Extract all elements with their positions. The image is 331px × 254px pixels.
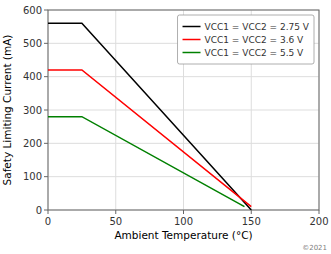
y-grid-line: [48, 110, 319, 111]
y-tick-label: 200: [23, 138, 42, 149]
x-tick: [319, 210, 320, 214]
y-grid-line: [48, 176, 319, 177]
plot-area: [48, 10, 319, 210]
legend: VCC1 = VCC2 = 2.75 V VCC1 = VCC2 = 3.6 V V…: [178, 15, 314, 64]
legend-handle: [183, 52, 201, 54]
x-tick-label: 150: [242, 216, 261, 227]
y-tick: [44, 110, 48, 111]
x-tick: [251, 210, 252, 214]
x-tick: [115, 210, 116, 214]
legend-handle: [183, 26, 201, 28]
x-axis-label: Ambient Temperature (°C): [114, 229, 252, 241]
series-line: [48, 70, 251, 207]
y-tick-label: 600: [23, 5, 42, 16]
y-tick-label: 100: [23, 171, 42, 182]
legend-handle: [183, 39, 201, 41]
x-tick-label: 100: [174, 216, 193, 227]
y-tick-label: 300: [23, 105, 42, 116]
chart: 0 50 100 150 200 0 100 200 300 400 500 600 Ambient T…: [0, 0, 331, 254]
legend-label: VCC1 = VCC2 = 3.6 V: [205, 35, 305, 45]
y-grid-line: [48, 143, 319, 144]
watermark: ©2021: [302, 244, 327, 252]
x-tick-label: 200: [309, 216, 328, 227]
y-tick-label: 0: [36, 205, 42, 216]
legend-box: [178, 15, 314, 64]
x-tick-label: 50: [109, 216, 122, 227]
y-tick: [44, 10, 48, 11]
x-tick: [48, 210, 49, 214]
grid: [48, 10, 319, 210]
y-axis-label: Safety Limiting Current (mA): [1, 35, 13, 186]
plot-frame: [48, 10, 319, 210]
legend-label: VCC1 = VCC2 = 5.5 V: [205, 48, 305, 58]
y-tick-label: 500: [23, 38, 42, 49]
y-tick: [44, 43, 48, 44]
legend-label: VCC1 = VCC2 = 2.75 V: [205, 22, 310, 32]
x-tick-label: 0: [45, 216, 51, 227]
series-line: [48, 117, 244, 207]
y-tick: [44, 176, 48, 177]
y-tick-label: 400: [23, 71, 42, 82]
y-tick: [44, 76, 48, 77]
y-tick: [44, 210, 48, 211]
y-tick: [44, 143, 48, 144]
x-tick: [183, 210, 184, 214]
